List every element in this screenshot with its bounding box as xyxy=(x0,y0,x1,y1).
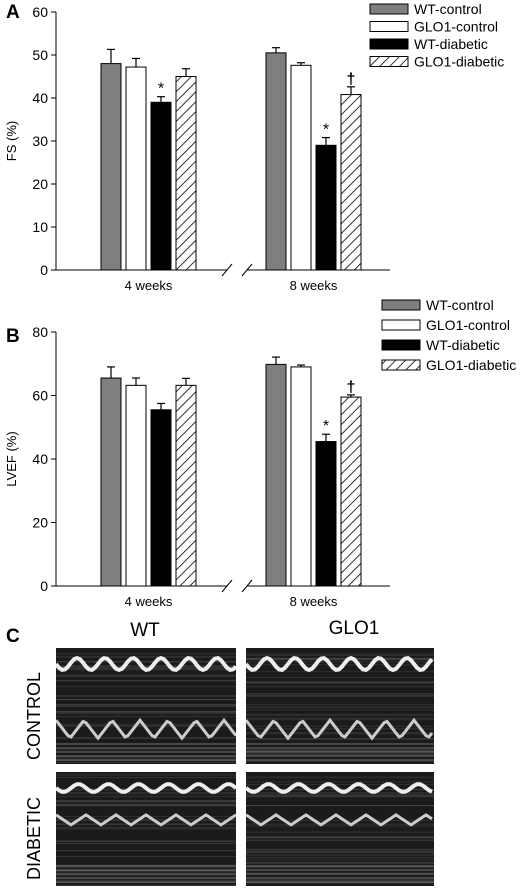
bar-glo1-diabetic-8-weeks xyxy=(340,396,362,587)
echo-wall-trace xyxy=(246,717,434,741)
legend-swatch-glo1-control xyxy=(369,21,409,32)
echo-glo1-diabetic xyxy=(246,772,434,886)
bar-wt-diabetic-8-weeks xyxy=(315,144,337,271)
bar-glo1-diabetic-8-weeks xyxy=(340,94,362,271)
fs-bar-chart: 0 10 20 30 40 50 60 FS (%) * 4 weeks * † 8 weeks WT-c… xyxy=(4,1,504,293)
legend-swatch-glo1-diabetic xyxy=(369,56,409,67)
legend-swatch-wt-diabetic xyxy=(381,339,421,351)
legend-swatch-wt-control xyxy=(381,299,421,311)
y-tick-label-0: 0 xyxy=(40,578,48,594)
echo-wall-trace xyxy=(246,655,434,673)
echo-wall-trace xyxy=(56,655,236,673)
axis-break-mark xyxy=(221,263,233,277)
echo-wall-trace xyxy=(246,813,433,827)
y-tick-label-20: 20 xyxy=(32,515,48,531)
y-tick-label-40: 40 xyxy=(32,451,48,467)
y-tick-label-60: 60 xyxy=(32,4,48,20)
y-tick-label-60: 60 xyxy=(32,388,48,404)
bar-wt-diabetic-4-weeks xyxy=(150,101,172,271)
bar-glo1-control-8-weeks xyxy=(290,64,312,271)
x-category-label-8-weeks: 8 weeks xyxy=(290,594,338,609)
col-title-glo1: GLO1 xyxy=(328,618,380,639)
y-tick-label-0: 0 xyxy=(40,262,48,278)
bar-glo1-control-8-weeks xyxy=(290,366,312,587)
bar-glo1-control-4-weeks xyxy=(125,66,147,271)
significance-mark: † xyxy=(347,71,356,88)
significance-mark: † xyxy=(347,379,356,396)
y-tick-label-20: 20 xyxy=(32,176,48,192)
legend-label-glo1-diabetic: GLO1-diabetic xyxy=(426,357,516,373)
y-tick-label-10: 10 xyxy=(32,219,48,235)
bar-wt-diabetic-4-weeks xyxy=(150,409,172,587)
x-category-label-4-weeks: 4 weeks xyxy=(125,278,173,293)
significance-mark: * xyxy=(323,418,329,435)
echo-wall-trace xyxy=(56,813,236,827)
row-label-control: CONTROL xyxy=(24,671,44,760)
bar-wt-control-8-weeks xyxy=(265,363,287,587)
bar-wt-control-4-weeks xyxy=(100,377,122,587)
lvef-bar-chart: 0 20 40 60 80 LVEF (%) 4 weeks * † 8 weeks WT-cont… xyxy=(4,297,516,609)
legend-label-wt-control: WT-control xyxy=(414,1,482,17)
significance-mark: * xyxy=(158,81,164,98)
legend-swatch-wt-diabetic xyxy=(369,38,409,50)
legend-label-glo1-control: GLO1-control xyxy=(426,317,510,333)
bar-wt-diabetic-8-weeks xyxy=(315,441,337,587)
row-label-diabetic: DIABETIC xyxy=(24,796,44,880)
axis-break-mark xyxy=(221,579,233,593)
legend-swatch-glo1-control xyxy=(381,319,421,331)
legend-label-glo1-control: GLO1-control xyxy=(414,19,498,35)
x-category-label-4-weeks: 4 weeks xyxy=(125,594,173,609)
y-axis-label: FS (%) xyxy=(4,121,19,161)
panel-letter-b: B xyxy=(6,326,20,347)
y-tick-label-40: 40 xyxy=(32,90,48,106)
legend-label-wt-diabetic: WT-diabetic xyxy=(426,337,500,353)
bar-wt-control-8-weeks xyxy=(265,52,287,271)
legend-label-glo1-diabetic: GLO1-diabetic xyxy=(414,54,504,70)
panel-letter-a: A xyxy=(6,2,20,23)
bar-glo1-diabetic-4-weeks xyxy=(175,384,197,587)
bar-glo1-control-4-weeks xyxy=(125,384,147,587)
y-axis-label: LVEF (%) xyxy=(4,431,19,486)
x-category-label-8-weeks: 8 weeks xyxy=(290,278,338,293)
y-tick-label-30: 30 xyxy=(32,133,48,149)
echo-wt-diabetic xyxy=(56,772,236,886)
legend-swatch-wt-control xyxy=(369,3,409,15)
legend-label-wt-control: WT-control xyxy=(426,297,494,313)
significance-mark: * xyxy=(323,122,329,139)
axis-break-mark xyxy=(241,263,253,277)
legend-label-wt-diabetic: WT-diabetic xyxy=(414,36,488,52)
y-tick-label-80: 80 xyxy=(32,324,48,340)
echo-wall-trace xyxy=(246,782,433,794)
col-title-wt: WT xyxy=(130,620,160,641)
y-tick-label-50: 50 xyxy=(32,47,48,63)
axis-break-mark xyxy=(241,579,253,593)
echo-wt-control xyxy=(56,648,236,764)
panel-letter-c: C xyxy=(6,626,20,647)
bar-glo1-diabetic-4-weeks xyxy=(175,76,197,271)
echo-wall-trace xyxy=(56,782,236,794)
legend-swatch-glo1-diabetic xyxy=(381,359,421,371)
echo-glo1-control xyxy=(246,648,434,764)
bar-wt-control-4-weeks xyxy=(100,63,122,271)
echo-wall-trace xyxy=(56,717,236,741)
